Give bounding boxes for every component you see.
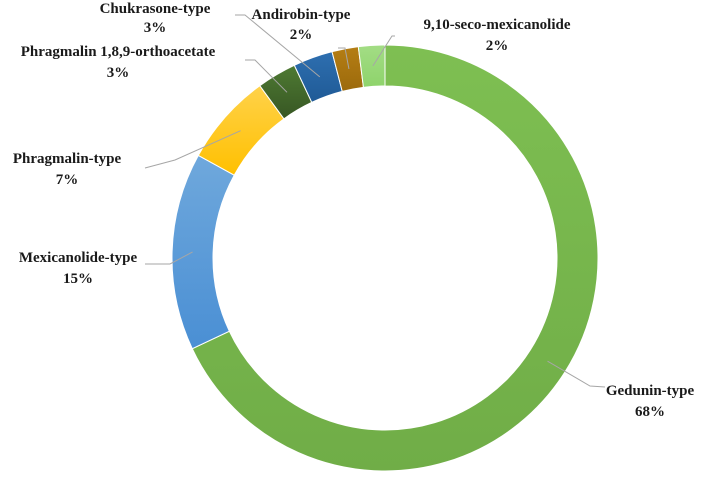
label-phragmalin-value: 7%	[56, 172, 79, 188]
svg-text:15%: 15%	[63, 271, 93, 287]
label-mexicanolide-value: 15%	[63, 271, 93, 287]
svg-text:68%: 68%	[635, 404, 665, 420]
slice-9-10-seco-mexicanolide	[357, 44, 386, 88]
svg-text:3%: 3%	[107, 65, 130, 81]
slice-mexicanolide-type	[171, 154, 235, 350]
svg-text:9,10-seco-mexicanolide: 9,10-seco-mexicanolide	[423, 17, 570, 33]
label-gedunin-value: 68%	[635, 404, 665, 420]
label-andirobin-value: 2%	[290, 27, 313, 43]
svg-text:Phragmalin 1,8,9-orthoacetate: Phragmalin 1,8,9-orthoacetate	[21, 44, 216, 60]
svg-text:Gedunin-type: Gedunin-type	[606, 383, 695, 399]
leader-mexicanolide-type	[145, 251, 193, 265]
svg-text:2%: 2%	[486, 38, 509, 54]
leader-9-10-seco-mexicanolide	[372, 35, 395, 67]
leader-lines	[144, 14, 606, 388]
label-chukrasone-value: 3%	[144, 20, 167, 36]
label-seco-mexicanolide-value: 2%	[486, 38, 509, 54]
label-gedunin-name: Gedunin-type	[606, 383, 695, 399]
svg-text:Andirobin-type: Andirobin-type	[252, 7, 351, 23]
label-orthoacetate-name: Phragmalin 1,8,9-orthoacetate	[21, 44, 216, 60]
slice-labels: Gedunin-type 68% Mexicanolide-type 15% P…	[13, 1, 695, 420]
leader-chukrasone-type	[235, 14, 321, 78]
svg-text:2%: 2%	[290, 27, 313, 43]
svg-text:Mexicanolide-type: Mexicanolide-type	[19, 250, 138, 266]
donut-slices	[171, 44, 599, 472]
svg-text:3%: 3%	[144, 20, 167, 36]
label-mexicanolide-name: Mexicanolide-type	[19, 250, 138, 266]
leader-andirobin-type	[338, 47, 350, 70]
label-phragmalin-name: Phragmalin-type	[13, 151, 122, 167]
label-chukrasone-name: Chukrasone-type	[100, 1, 211, 17]
slice-gedunin-type	[191, 44, 599, 472]
label-orthoacetate-value: 3%	[107, 65, 130, 81]
svg-text:7%: 7%	[56, 172, 79, 188]
svg-text:Chukrasone-type: Chukrasone-type	[100, 1, 211, 17]
leader-phragmalin-1-8-9-orthoacetate	[245, 59, 288, 93]
leader-gedunin-type	[547, 360, 606, 388]
label-seco-mexicanolide-name: 9,10-seco-mexicanolide	[423, 17, 570, 33]
svg-text:Phragmalin-type: Phragmalin-type	[13, 151, 122, 167]
label-andirobin-name: Andirobin-type	[252, 7, 351, 23]
leader-phragmalin-type	[144, 130, 241, 169]
